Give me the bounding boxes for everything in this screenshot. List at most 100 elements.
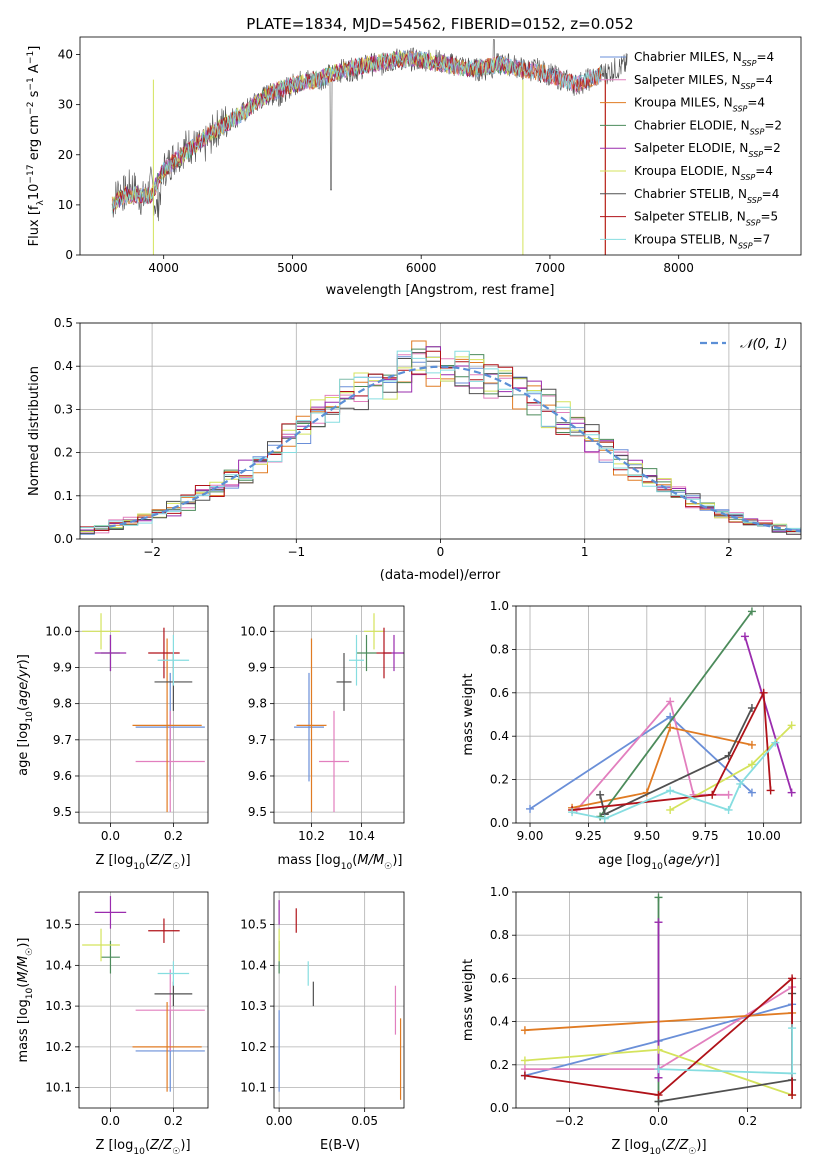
y-tick-label: 0.4	[54, 359, 73, 373]
legend-label: Chabrier ELODIE, NSSP=2	[634, 118, 782, 136]
age-vs-mass-points	[294, 613, 404, 813]
spectrum-ylabel: Flux [fλ10−17 erg cm−2 s−1 A−1]	[26, 46, 46, 247]
y-tick-label: 9.9	[248, 660, 267, 674]
y-tick-label: 1.0	[490, 599, 509, 613]
mass-weight-vs-age-ylabel: mass weight	[461, 673, 476, 755]
residuals-xlabel: (data-model)/error	[380, 568, 501, 583]
x-tick-label: 1	[581, 545, 589, 559]
x-tick-label: 0.2	[164, 1114, 183, 1128]
y-tick-label: 10.2	[240, 1040, 267, 1054]
y-tick-label: 10.5	[45, 918, 72, 932]
x-tick-label: 6000	[406, 261, 437, 275]
mass-weight-vs-age-frame	[515, 605, 802, 824]
model-spectrum	[111, 50, 602, 214]
mass-weight-vs-age-lines	[526, 607, 796, 823]
x-tick-label: 0.0	[101, 829, 120, 843]
mass-weight-vs-Z-ylabel: mass weight	[461, 959, 476, 1041]
x-tick-label: 0.05	[351, 1114, 378, 1128]
y-tick-label: 0.4	[490, 1015, 509, 1029]
y-tick-label: 10.3	[45, 999, 72, 1013]
x-tick-label: 7000	[535, 261, 566, 275]
mass-weight-vs-age-xlabel: age [log10(age/yr)]	[598, 853, 720, 872]
series-line	[744, 636, 793, 793]
x-tick-label: 9.75	[692, 829, 719, 843]
y-tick-label: 0.6	[490, 971, 509, 985]
y-tick-label: 0.0	[54, 532, 73, 546]
y-tick-label: 10	[58, 198, 73, 212]
y-tick-label: 20	[58, 148, 73, 162]
legend-label: Salpeter STELIB, NSSP=5	[634, 210, 778, 228]
legend-label: Chabrier MILES, NSSP=4	[634, 50, 774, 68]
x-tick-label: −0.2	[555, 1114, 584, 1128]
histogram-steps	[80, 340, 801, 537]
age-vs-Z-ylabel: age [log10(age/yr)]	[16, 654, 35, 776]
residuals-ylabel: Normed distribution	[27, 366, 42, 496]
legend-label: 𝒩(0, 1)	[740, 337, 787, 352]
x-tick-label: 10.00	[746, 829, 780, 843]
y-tick-label: 10.3	[240, 999, 267, 1013]
x-tick-label: 0.0	[649, 1114, 668, 1128]
legend-label: Kroupa ELODIE, NSSP=4	[634, 164, 773, 182]
y-tick-label: 10.4	[45, 958, 72, 972]
y-tick-label: 0.0	[490, 1101, 509, 1115]
mass-weight-vs-Z-xlabel: Z [log10(Z/Z☉)]	[611, 1138, 706, 1157]
normal-curve	[108, 365, 801, 533]
x-tick-label: 9.00	[517, 829, 544, 843]
x-tick-label: 0.0	[101, 1114, 120, 1128]
mass-weight-vs-Z-axes: −0.2 0.0 0.2 0.0 0.2 0.4 0.6 0.8 1.0	[490, 885, 801, 1128]
x-tick-label: 0	[437, 545, 445, 559]
x-tick-label: 10.2	[298, 829, 325, 843]
mass-vs-Z-axes: 0.0 0.2 10.1 10.2 10.3 10.4 10.5	[45, 892, 208, 1128]
y-tick-label: 9.5	[248, 805, 267, 819]
y-tick-label: 0.2	[490, 773, 509, 787]
mass-vs-Z-xlabel: Z [log10(Z/Z☉)]	[95, 1138, 190, 1157]
x-tick-label: −1	[287, 545, 305, 559]
spectrum-lines	[111, 39, 628, 255]
y-tick-label: 0.5	[54, 316, 73, 330]
y-tick-label: 10.0	[45, 624, 72, 638]
figure-title: PLATE=1834, MJD=54562, FIBERID=0152, z=0…	[246, 15, 633, 33]
legend-label: Salpeter ELODIE, NSSP=2	[634, 141, 781, 159]
age-vs-Z-points	[82, 613, 205, 813]
y-tick-label: 10.1	[240, 1081, 267, 1095]
y-tick-label: 0.6	[490, 686, 509, 700]
y-tick-label: 0.8	[490, 928, 509, 942]
age-vs-mass-xlabel: mass [log10(M/M☉)]	[278, 853, 403, 872]
x-tick-label: 4000	[148, 261, 179, 275]
x-tick-label: 0.2	[738, 1114, 757, 1128]
spectrum-axes: 4000 5000 6000 7000 8000 0 10 20 30 40	[58, 48, 694, 275]
age-vs-mass-frame	[273, 605, 405, 824]
x-tick-label: 9.50	[633, 829, 660, 843]
y-tick-label: 1.0	[490, 885, 509, 899]
y-tick-label: 0.3	[54, 402, 73, 416]
y-tick-label: 9.7	[53, 733, 72, 747]
histogram-series	[80, 350, 801, 532]
x-tick-label: 8000	[663, 261, 694, 275]
y-tick-label: 9.6	[248, 769, 267, 783]
y-tick-label: 10.5	[240, 918, 267, 932]
y-tick-label: 30	[58, 98, 73, 112]
series-line	[599, 610, 753, 818]
series-line	[572, 689, 772, 811]
y-tick-label: 0.4	[490, 729, 509, 743]
legend-label: Salpeter MILES, NSSP=4	[634, 73, 773, 91]
y-tick-label: 9.5	[53, 805, 72, 819]
mass-weight-vs-age-axes: 9.00 9.25 9.50 9.75 10.00 0.0 0.2 0.4 0.6 0.8 1.0	[490, 599, 801, 843]
y-tick-label: 0	[65, 248, 73, 262]
age-vs-Z-frame	[78, 605, 209, 824]
y-tick-label: 10.1	[45, 1081, 72, 1095]
age-vs-mass-axes: 10.2 10.4 9.5 9.6 9.7 9.8 9.9 10.0	[240, 606, 404, 843]
mass-vs-Z-points	[82, 896, 205, 1092]
x-tick-label: 10.4	[348, 829, 375, 843]
y-tick-label: 10.0	[240, 624, 267, 638]
residuals-axes: −2 −1 0 1 2 0.0 0.1 0.2 0.3 0.4 0.5	[54, 316, 801, 559]
age-vs-Z-xlabel: Z [log10(Z/Z☉)]	[95, 853, 190, 872]
y-tick-label: 9.7	[248, 733, 267, 747]
mass-vs-EBV-axes: 0.00 0.05 10.1 10.2 10.3 10.4 10.5	[240, 892, 404, 1128]
y-tick-label: 10.2	[45, 1040, 72, 1054]
y-tick-label: 9.8	[53, 697, 72, 711]
x-tick-label: 0.00	[266, 1114, 293, 1128]
mass-vs-EBV-points	[278, 900, 402, 1100]
x-tick-label: 2	[725, 545, 733, 559]
